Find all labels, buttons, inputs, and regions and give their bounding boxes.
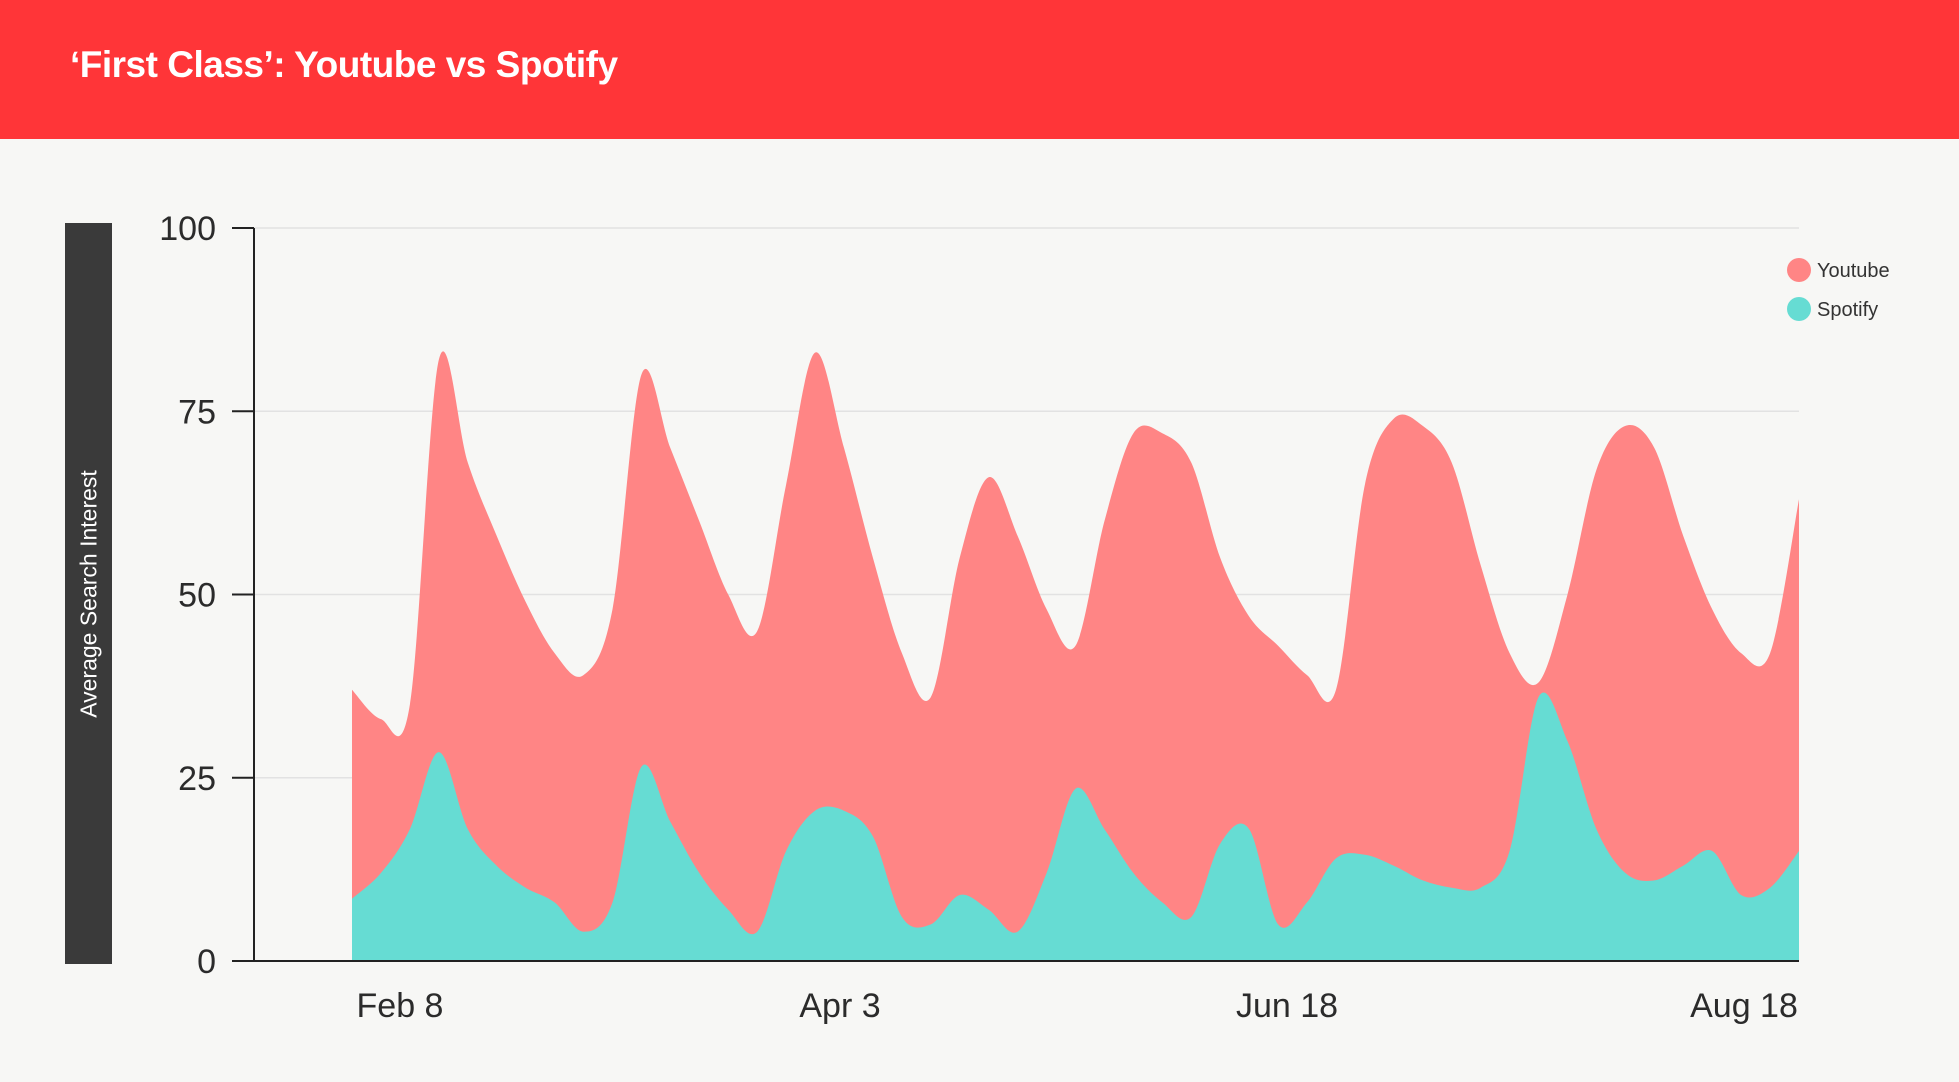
x-tick-label-1: Apr 3 bbox=[799, 987, 880, 1025]
y-tick-label-50: 50 bbox=[178, 577, 216, 615]
legend: Youtube Spotify bbox=[1787, 258, 1890, 321]
x-tick-label-0: Feb 8 bbox=[357, 987, 444, 1025]
legend-label-spotify: Spotify bbox=[1817, 299, 1878, 321]
tick-labels: 0 25 50 75 100 Feb 8 Apr 3 Jun 18 Aug 18 bbox=[159, 210, 1798, 1025]
y-tick-label-75: 75 bbox=[178, 393, 216, 431]
axes bbox=[232, 227, 1799, 962]
legend-swatch-youtube bbox=[1787, 258, 1811, 282]
data-areas bbox=[352, 351, 1799, 961]
y-tick-label-25: 25 bbox=[178, 760, 216, 798]
series-area-spotify bbox=[352, 692, 1799, 961]
legend-label-youtube: Youtube bbox=[1817, 260, 1890, 282]
legend-swatch-spotify bbox=[1787, 297, 1811, 321]
x-tick-label-3: Aug 18 bbox=[1690, 987, 1798, 1025]
header-bar: ‘First Class’: Youtube vs Spotify bbox=[0, 0, 1959, 139]
chart-title: ‘First Class’: Youtube vs Spotify bbox=[70, 44, 618, 85]
y-axis-label-bar: Average Search Interest bbox=[65, 223, 112, 964]
y-tick-label-0: 0 bbox=[197, 943, 216, 981]
y-tick-label-100: 100 bbox=[159, 210, 216, 248]
x-tick-label-2: Jun 18 bbox=[1236, 987, 1338, 1025]
series-area-youtube bbox=[352, 351, 1799, 961]
